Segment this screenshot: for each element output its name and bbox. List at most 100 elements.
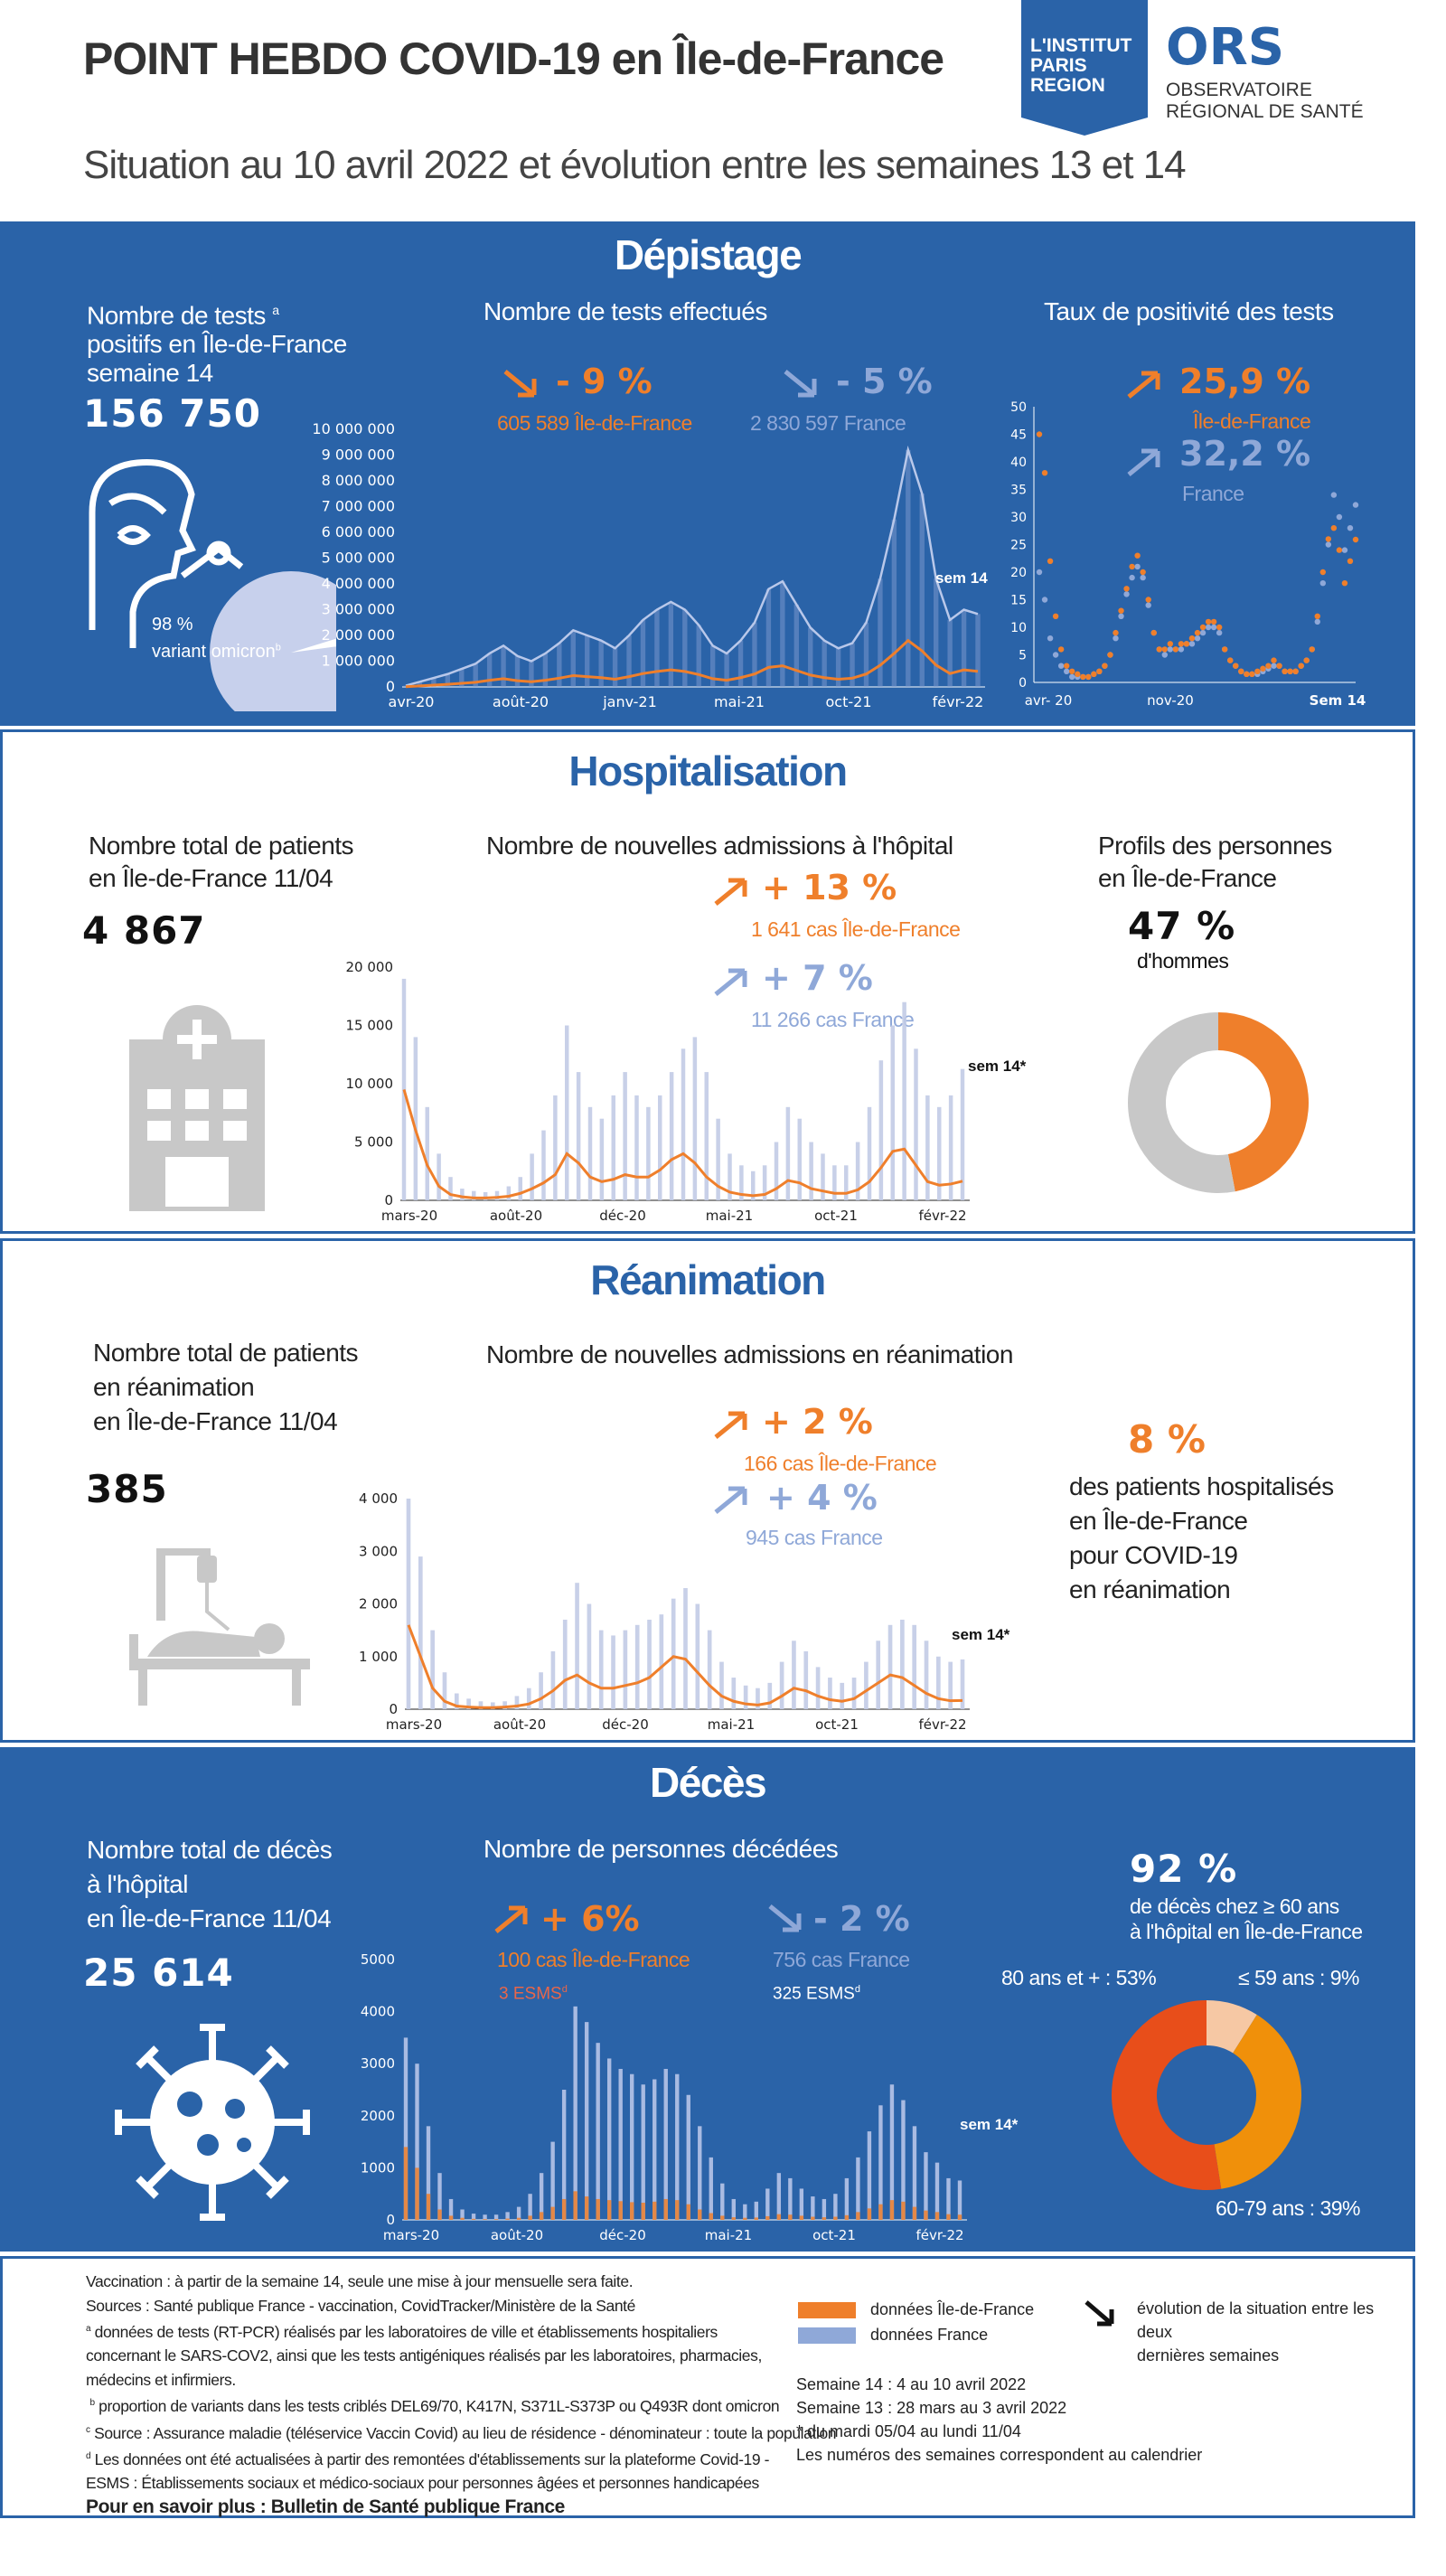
france-bar — [765, 588, 772, 687]
france-point — [1036, 569, 1043, 576]
x-tick-label: avr- 20 — [1025, 692, 1073, 709]
idf-bar — [675, 2200, 680, 2220]
idf-point — [1341, 580, 1348, 587]
legend-idf: données Île-de-France — [870, 2300, 1035, 2318]
idf-point — [1134, 552, 1141, 559]
idf-point — [1254, 668, 1261, 674]
idf-point — [1140, 569, 1146, 576]
idf-line — [405, 638, 979, 689]
more-info-link[interactable]: Pour en savoir plus : Bulletin de Santé … — [86, 2496, 565, 2517]
weeks-info: Semaine 14 : 4 au 10 avril 2022 Semaine 1… — [796, 2375, 1203, 2464]
idf-bar — [686, 2204, 690, 2220]
france-bar — [975, 614, 981, 687]
france-point — [1047, 635, 1054, 642]
x-tick-label: mai-21 — [708, 1716, 755, 1733]
tests-chart-title: Nombre de tests effectués — [484, 297, 767, 325]
sem-label: sem 14* — [960, 2116, 1019, 2133]
france-bar — [618, 2068, 623, 2220]
france-bar — [585, 635, 590, 687]
france-bar — [430, 1630, 435, 1709]
france-bar — [634, 1095, 639, 1200]
france-bar — [557, 643, 562, 687]
france-bar — [864, 1661, 869, 1709]
france-bar — [815, 1667, 821, 1709]
y-tick-label: 1000 — [361, 2159, 395, 2176]
france-bar — [752, 622, 757, 687]
idf-point — [1330, 525, 1338, 531]
y-tick-label: 50 — [1010, 400, 1027, 415]
france-bar — [901, 2100, 906, 2220]
rea-text: des patients hospitalisés en Île-de-Franc… — [1069, 1472, 1334, 1603]
section-reanimation: Réanimation Nombre total de patients en r… — [0, 1238, 1415, 1743]
y-tick-label: 8 000 000 — [322, 472, 395, 489]
france-bar — [459, 669, 465, 687]
y-tick-label: 4 000 — [359, 1490, 398, 1507]
x-tick-label: mars-20 — [386, 1716, 442, 1733]
france-point — [1199, 629, 1207, 636]
idf-rate: 25,9 % — [1179, 362, 1311, 401]
france-bar — [626, 635, 632, 687]
idf-point — [1233, 663, 1239, 669]
france-bar — [850, 643, 855, 687]
france-bar — [902, 1001, 906, 1200]
france-bar — [561, 2090, 567, 2220]
pie-label: variant omicronb — [152, 642, 281, 662]
france-bar — [809, 1142, 813, 1200]
x-tick-label: févr-22 — [933, 693, 984, 710]
france-point — [1145, 602, 1151, 608]
france-bar — [471, 2214, 476, 2220]
idf-point — [1036, 431, 1043, 437]
ors-logo-text: OBSERVATOIRE RÉGIONAL DE SANTÉ — [1166, 80, 1364, 122]
france-bar — [925, 1095, 930, 1200]
france-bar — [780, 581, 785, 687]
idf-bar — [867, 2208, 872, 2220]
idf-point — [1113, 629, 1119, 636]
sem-label: sem 14* — [968, 1058, 1027, 1075]
idf-bar — [731, 2217, 736, 2220]
x-tick-label: août-20 — [490, 1208, 542, 1224]
france-bar — [924, 2152, 928, 2220]
y-tick-label: 6 000 000 — [322, 523, 395, 541]
tests-chart: 0 1 000 000 2 000 000 3 000 000 4 000 000 5 0… — [312, 420, 985, 710]
france-bar — [822, 640, 827, 687]
france-bar — [822, 2198, 827, 2220]
idf-bar — [889, 2200, 895, 2220]
idf-bar — [957, 2214, 962, 2220]
y-tick-label: 3000 — [361, 2055, 395, 2072]
x-tick-label: nov-20 — [1147, 692, 1194, 709]
deces-age-pct: 92 % — [1130, 1847, 1238, 1891]
france-bar — [623, 1072, 627, 1200]
idf-point — [1260, 665, 1266, 672]
france-bar — [490, 1702, 495, 1709]
france-bar — [418, 1556, 423, 1709]
x-tick-label: oct-21 — [812, 2227, 856, 2243]
france-bar — [937, 1106, 942, 1200]
x-tick-label: déc-20 — [599, 2227, 646, 2243]
france-bar — [659, 1614, 664, 1709]
donut-slice — [1112, 2000, 1222, 2190]
idf-bar — [596, 2198, 600, 2220]
idf-bar — [776, 2214, 782, 2220]
france-bar — [658, 1095, 662, 1200]
france-bar — [936, 1656, 941, 1709]
fr-sub: 11 266 cas France — [751, 1008, 915, 1031]
idf-bar — [471, 2218, 476, 2220]
france-point — [1314, 618, 1320, 625]
france-bar — [720, 2183, 725, 2220]
y-tick-label: 40 — [1010, 456, 1027, 470]
idf-point — [1352, 536, 1359, 543]
deces-chart: 0 1000 2000 3000 4000 5000 mars-20 août-20 déc-2… — [361, 1951, 967, 2243]
idf-bar — [426, 2194, 431, 2220]
france-point — [1161, 652, 1168, 658]
france-bar — [695, 1603, 700, 1709]
france-bar — [878, 2105, 883, 2220]
idf-bar — [460, 2217, 465, 2220]
france-bar — [406, 1499, 411, 1709]
france-bar — [728, 1153, 732, 1200]
idf-point — [1080, 673, 1086, 681]
idf-point — [1075, 671, 1081, 678]
france-bar — [867, 2131, 872, 2220]
france-bar — [696, 625, 701, 687]
section-title: Dépistage — [614, 231, 803, 278]
france-bar — [776, 2173, 782, 2220]
